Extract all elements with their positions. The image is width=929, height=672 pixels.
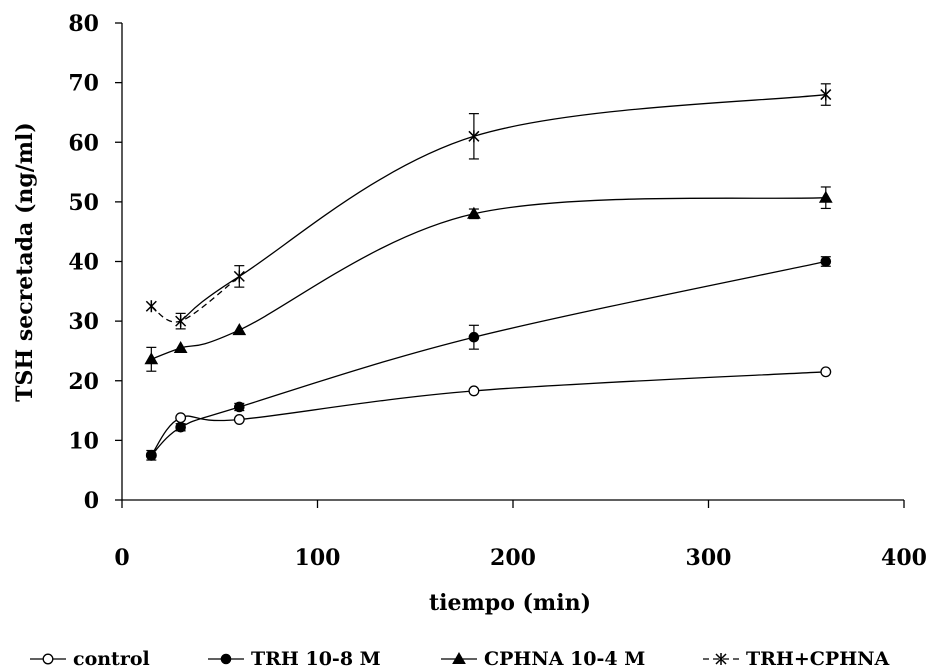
data-point — [232, 323, 247, 336]
data-point — [234, 401, 245, 413]
x-tick-label: 400 — [881, 545, 927, 571]
data-point — [468, 130, 480, 143]
legend-label: CPHNA 10-4 M — [484, 648, 645, 670]
y-tick-label: 0 — [84, 488, 99, 514]
y-tick-label: 30 — [68, 309, 99, 335]
y-tick-label: 60 — [68, 130, 99, 156]
y-tick-label: 20 — [68, 369, 99, 395]
y-tick-label: 70 — [68, 71, 99, 97]
series-line-dashed — [150, 275, 240, 323]
data-point — [42, 653, 54, 665]
series-line — [150, 371, 826, 456]
y-tick-label: 40 — [68, 250, 99, 276]
legend-label: control — [73, 648, 150, 670]
data-point — [146, 449, 157, 461]
data-point — [820, 256, 832, 267]
y-axis-title: TSH secretada (ng/ml) — [12, 122, 38, 402]
data-point — [452, 651, 466, 664]
legend-label: TRH+CPHNA — [746, 648, 890, 670]
data-point — [173, 340, 188, 353]
series-layer — [144, 83, 833, 461]
data-point — [233, 414, 245, 425]
series-line — [150, 260, 826, 456]
series-2 — [144, 186, 833, 372]
x-tick-label: 0 — [114, 545, 129, 571]
data-point — [820, 366, 832, 378]
series-1 — [146, 256, 832, 461]
data-point — [820, 88, 832, 101]
data-point — [144, 352, 159, 365]
legend-item-3: TRH+CPHNA — [703, 648, 890, 670]
legend-item-2: CPHNA 10-4 M — [441, 648, 645, 670]
data-point — [468, 385, 480, 397]
data-point — [175, 421, 186, 433]
data-point — [175, 315, 187, 328]
data-point — [468, 331, 480, 343]
legend-item-1: TRH 10-8 M — [208, 648, 381, 670]
data-point — [467, 206, 481, 219]
data-point — [715, 653, 727, 665]
data-point — [220, 653, 232, 665]
series-3 — [145, 83, 832, 330]
data-point — [818, 190, 833, 203]
y-tick-label: 50 — [68, 190, 99, 216]
x-tick-label: 300 — [686, 545, 732, 571]
legend-item-0: control — [30, 648, 150, 670]
data-point — [175, 412, 187, 424]
x-tick-label: 100 — [295, 545, 341, 571]
y-tick-label: 10 — [68, 428, 99, 454]
series-0 — [145, 366, 832, 461]
series-line — [151, 197, 826, 360]
series-line — [180, 93, 826, 322]
data-point — [145, 300, 157, 313]
x-tick-label: 200 — [490, 545, 536, 571]
legend: control TRH 10-8 M CPHNA 10-4 M TRH+CPHNA — [30, 648, 890, 670]
data-point — [233, 270, 245, 283]
axes: 0 10 20 30 40 50 60 70 80 0 100 200 300 400 — [68, 11, 927, 571]
y-tick-label: 80 — [68, 11, 99, 37]
legend-label: TRH 10-8 M — [251, 648, 381, 670]
x-axis-title: tiempo (min) — [429, 590, 591, 616]
